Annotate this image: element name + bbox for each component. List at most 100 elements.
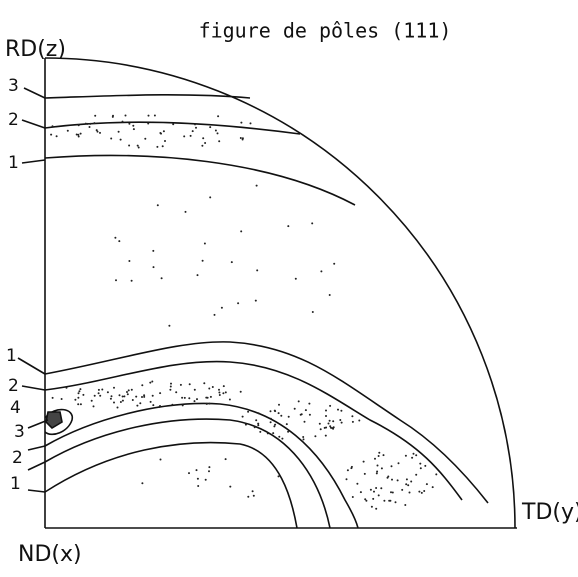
dot xyxy=(203,242,206,245)
dot xyxy=(419,467,422,470)
dot xyxy=(66,129,69,132)
dot xyxy=(269,410,272,413)
dot xyxy=(96,130,99,133)
dot xyxy=(418,490,421,493)
dot xyxy=(78,390,81,393)
dot xyxy=(162,130,165,133)
dot xyxy=(183,135,186,138)
dot xyxy=(220,306,223,309)
dot xyxy=(132,124,135,127)
dot xyxy=(240,121,243,124)
dot xyxy=(141,482,144,485)
dot xyxy=(408,491,411,494)
dot xyxy=(405,478,408,481)
dot xyxy=(75,133,78,136)
dot xyxy=(411,456,414,459)
dot xyxy=(74,398,77,401)
dot xyxy=(247,495,250,498)
dot xyxy=(106,391,109,394)
dot xyxy=(425,483,428,486)
dot xyxy=(325,426,328,429)
dot xyxy=(293,407,296,410)
dot xyxy=(431,486,434,489)
dot xyxy=(209,395,212,398)
dot xyxy=(273,425,276,428)
dot xyxy=(255,184,258,187)
dot xyxy=(169,385,172,388)
dot xyxy=(131,399,134,401)
contour-label: 2 xyxy=(8,110,19,130)
dot xyxy=(302,438,305,441)
dot xyxy=(325,409,327,412)
dot xyxy=(319,428,322,431)
nd-label: ND(x) xyxy=(18,542,82,567)
dot xyxy=(101,388,104,391)
dot xyxy=(257,424,260,427)
dot xyxy=(308,402,311,405)
title: figure de pôles (111) xyxy=(199,19,452,43)
dot xyxy=(95,129,98,132)
dot xyxy=(327,422,330,425)
dot xyxy=(149,400,152,403)
dot xyxy=(50,133,53,136)
dot xyxy=(51,396,54,399)
dot xyxy=(252,494,255,497)
dot xyxy=(147,114,150,117)
dot xyxy=(159,392,162,395)
dot xyxy=(205,396,208,399)
dot xyxy=(209,196,212,199)
dot xyxy=(363,472,366,475)
dot xyxy=(397,462,400,465)
dot xyxy=(387,475,390,478)
dot xyxy=(136,144,139,147)
dot xyxy=(195,469,198,472)
dot xyxy=(329,404,332,407)
dot xyxy=(82,393,85,396)
dot xyxy=(205,402,208,405)
dot xyxy=(300,413,303,416)
dot xyxy=(139,402,142,405)
dot xyxy=(241,138,244,141)
dot xyxy=(404,504,407,506)
dot xyxy=(410,480,413,483)
dot xyxy=(147,122,150,125)
dot xyxy=(285,423,288,426)
dot xyxy=(168,324,171,327)
dot xyxy=(97,388,100,391)
dot xyxy=(194,123,196,126)
dot xyxy=(203,382,206,385)
dot xyxy=(405,483,408,486)
dot xyxy=(175,391,178,394)
dot xyxy=(328,294,331,296)
dot xyxy=(372,497,375,500)
dot xyxy=(152,404,155,407)
dot xyxy=(79,388,82,391)
dot xyxy=(208,466,211,469)
dot xyxy=(274,423,277,426)
dot xyxy=(359,491,362,494)
dot xyxy=(193,388,196,391)
dot xyxy=(153,114,156,117)
dot xyxy=(196,477,199,480)
dot xyxy=(324,434,327,437)
dot xyxy=(156,204,159,207)
dot xyxy=(159,405,161,407)
dot xyxy=(208,402,211,405)
dot xyxy=(141,384,144,387)
dot xyxy=(362,460,365,463)
contour-label: 4 xyxy=(10,398,21,418)
dot xyxy=(383,499,386,502)
dot xyxy=(375,507,378,510)
dot xyxy=(332,426,335,429)
dot xyxy=(404,454,407,457)
dot xyxy=(88,126,91,128)
dot xyxy=(113,401,115,404)
dot xyxy=(257,412,260,415)
dot xyxy=(201,259,204,262)
dot xyxy=(152,266,155,269)
dot xyxy=(114,236,117,239)
dot xyxy=(314,435,317,438)
dot xyxy=(121,395,124,398)
dot xyxy=(89,122,92,125)
